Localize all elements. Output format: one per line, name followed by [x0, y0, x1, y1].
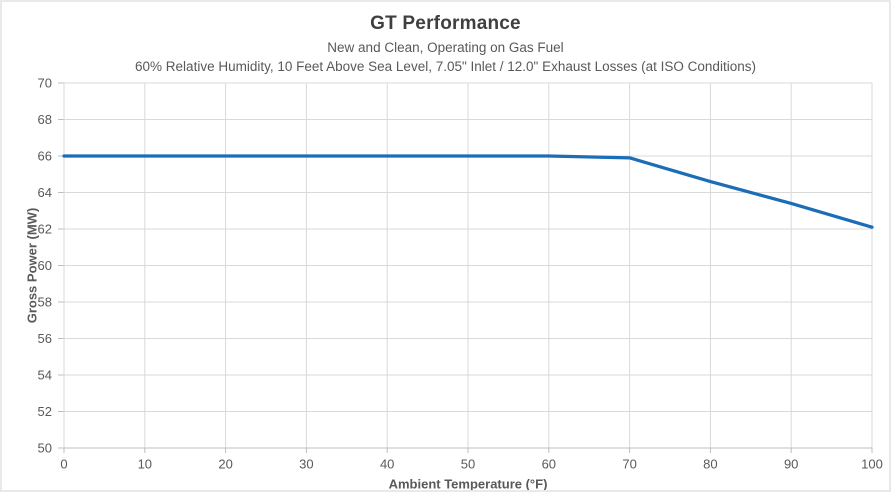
y-tick-label: 66 — [38, 149, 52, 164]
y-tick-label: 54 — [38, 368, 52, 383]
x-tick-label: 40 — [380, 457, 394, 472]
x-tick-label: 100 — [861, 457, 883, 472]
chart-subtitle-2: 60% Relative Humidity, 10 Feet Above Sea… — [135, 59, 756, 74]
x-tick-label: 80 — [703, 457, 717, 472]
y-tick-label: 62 — [38, 222, 52, 237]
chart-subtitle-1: New and Clean, Operating on Gas Fuel — [327, 40, 564, 55]
x-tick-label: 10 — [138, 457, 152, 472]
x-axis-title: Ambient Temperature (°F) — [389, 477, 548, 492]
y-tick-label: 68 — [38, 112, 52, 127]
y-tick-label: 60 — [38, 258, 52, 273]
y-tick-label: 64 — [38, 185, 52, 200]
x-tick-label: 90 — [784, 457, 798, 472]
x-tick-label: 20 — [218, 457, 232, 472]
chart-title: GT Performance — [370, 13, 521, 34]
y-tick-label: 70 — [38, 76, 52, 91]
x-tick-label: 0 — [60, 457, 67, 472]
y-axis-title: Gross Power (MW) — [25, 208, 40, 324]
y-tick-label: 50 — [38, 441, 52, 456]
y-tick-label: 58 — [38, 295, 52, 310]
x-tick-label: 70 — [622, 457, 636, 472]
x-tick-label: 30 — [299, 457, 313, 472]
y-tick-label: 56 — [38, 331, 52, 346]
series-line-gross-power — [62, 154, 874, 229]
x-tick-label: 60 — [542, 457, 556, 472]
x-tick-label: 50 — [461, 457, 475, 472]
y-tick-label: 52 — [38, 404, 52, 419]
